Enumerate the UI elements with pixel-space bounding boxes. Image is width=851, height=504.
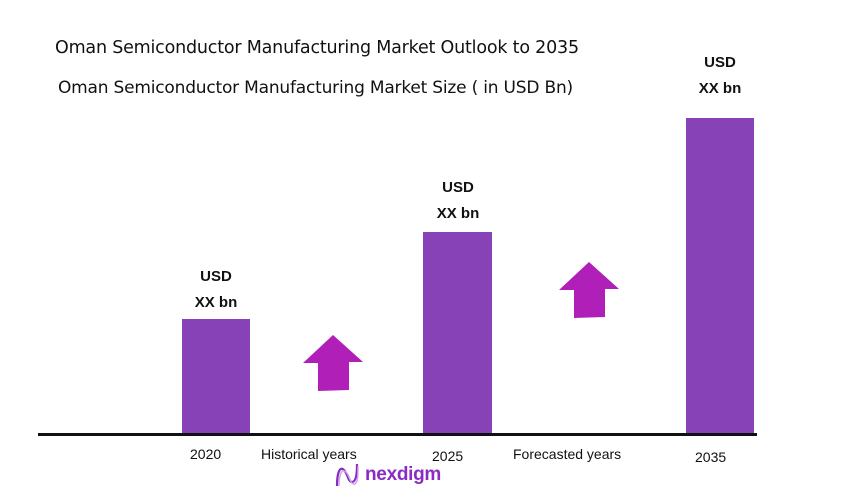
bar-2035 bbox=[686, 118, 754, 434]
bar-value-label-2025: USD XX bn bbox=[436, 179, 480, 222]
chart-title: Oman Semiconductor Manufacturing Market … bbox=[55, 38, 579, 58]
x-tick-label-2035: 2035 bbox=[695, 449, 727, 465]
chart-subtitle: Oman Semiconductor Manufacturing Market … bbox=[58, 78, 573, 98]
x-axis-baseline bbox=[38, 433, 757, 436]
bar-value-label-2020: USD XX bn bbox=[194, 268, 238, 311]
nexdigm-logo: nexdigm bbox=[334, 462, 441, 488]
bar-2025 bbox=[423, 232, 492, 434]
x-tick-label-2020: 2020 bbox=[190, 446, 222, 462]
bar-2020 bbox=[182, 319, 250, 434]
bar-value-label-2035: USD XX bn bbox=[698, 54, 742, 97]
forecast-growth-arrow-icon bbox=[559, 262, 619, 318]
forecasted-years-label: Forecasted years bbox=[513, 446, 622, 462]
brand-name: nexdigm bbox=[365, 464, 442, 485]
historical-years-label: Historical years bbox=[261, 446, 357, 462]
x-tick-label-2025: 2025 bbox=[432, 448, 464, 464]
nexdigm-wave-logo-icon bbox=[335, 463, 359, 487]
historical-growth-arrow-icon bbox=[303, 335, 363, 391]
